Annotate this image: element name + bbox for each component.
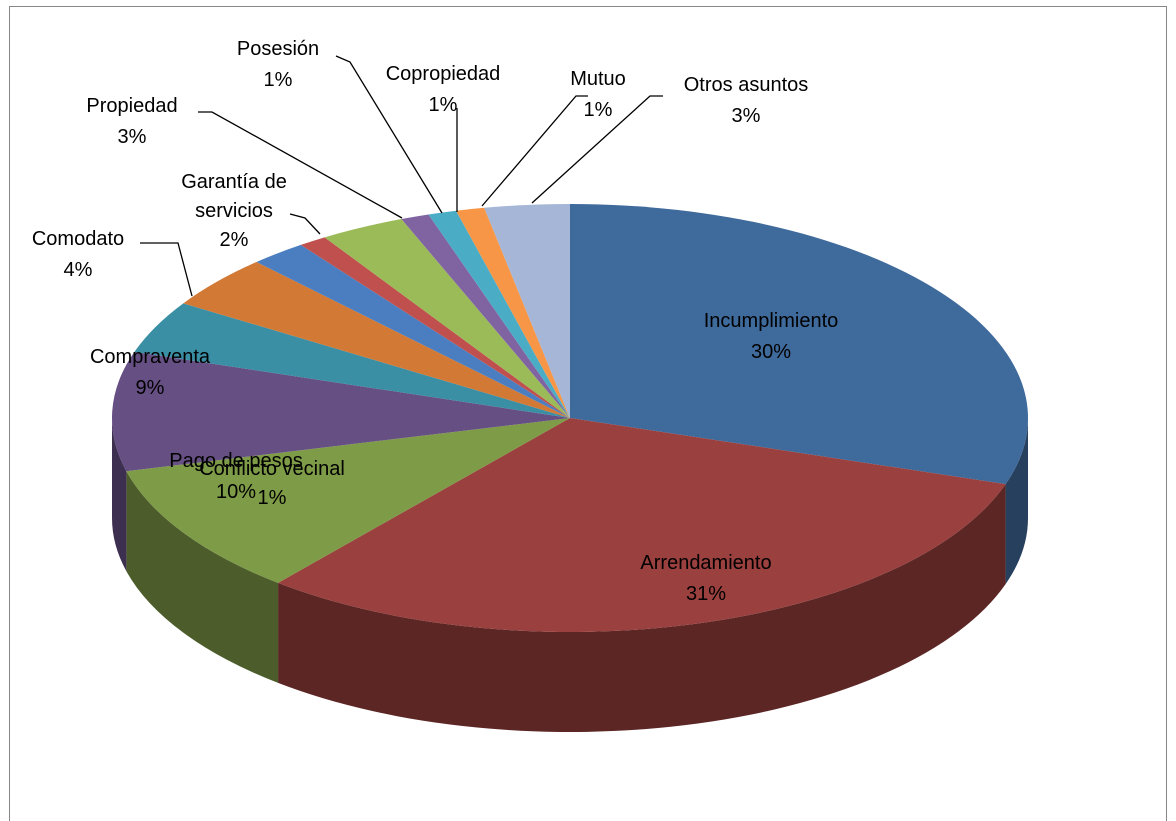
leader-lines [140, 55, 663, 297]
percent-label: 2% [219, 229, 249, 251]
pie-side [112, 418, 127, 572]
pie-slice [256, 244, 570, 418]
percent-label: 3% [117, 126, 147, 148]
pie-slice [278, 418, 1006, 632]
pie-slice [183, 262, 571, 418]
pie-slice [324, 219, 570, 418]
data-label: Compraventa 9% [90, 342, 210, 404]
pie-slice [484, 204, 570, 418]
pie-slice [428, 210, 570, 418]
category-label: Arrendamiento [640, 552, 772, 574]
percent-label: 9% [135, 377, 165, 399]
category-label: Pago de pesos [169, 450, 303, 472]
pie-slice [134, 303, 570, 418]
category-label: Conflicto vecinal [199, 458, 345, 480]
category-label: Mutuo [570, 68, 626, 90]
pie-side [1005, 418, 1028, 585]
category-label: Copropiedad [385, 63, 501, 85]
percent-label: 1% [583, 99, 613, 121]
category-label: Comodato [31, 228, 125, 250]
percent-label: 1% [428, 94, 458, 116]
data-label: Garantía de servicios 2% [154, 168, 314, 255]
category-label: Garantía de servicios [181, 171, 287, 222]
pie-side [278, 484, 1006, 732]
pie-slice [456, 207, 570, 418]
data-label: Copropiedad 1% [386, 59, 501, 121]
leader-line [140, 242, 193, 297]
pie-slice [401, 214, 570, 418]
percent-label: 31% [685, 583, 727, 605]
pie-slice [126, 418, 570, 583]
category-label: Otros asuntos [683, 74, 809, 96]
data-label: Posesión 1% [237, 34, 319, 96]
category-label: Incumplimiento [703, 310, 839, 332]
percent-label: 1% [263, 69, 293, 91]
data-label: Pago de pesos 10% [169, 446, 302, 508]
data-label: Conflicto vecinal 1% [192, 455, 352, 513]
leader-line [531, 95, 663, 204]
leader-line [335, 55, 443, 214]
data-label: Incumplimiento 30% [704, 306, 839, 368]
pie [112, 204, 1028, 732]
data-label: Arrendamiento 31% [640, 548, 771, 610]
percent-label: 10% [215, 481, 257, 503]
pie-slice [112, 351, 571, 472]
pie-slice [300, 237, 570, 418]
data-label: Mutuo 1% [570, 64, 626, 126]
data-label: Otros asuntos 3% [684, 70, 809, 132]
percent-label: 3% [731, 105, 761, 127]
leader-line [198, 111, 403, 219]
category-label: Propiedad [86, 95, 178, 117]
leader-line [481, 95, 588, 207]
percent-label: 4% [63, 259, 93, 281]
category-label: Compraventa [89, 346, 211, 368]
percent-label: 1% [257, 487, 287, 509]
category-label: Posesión [236, 38, 320, 60]
percent-label: 30% [750, 341, 792, 363]
pie-slice [570, 204, 1028, 485]
pie-side [126, 471, 279, 683]
leader-line [289, 213, 321, 235]
data-label: Comodato 4% [32, 224, 124, 286]
data-label: Propiedad 3% [86, 91, 177, 153]
